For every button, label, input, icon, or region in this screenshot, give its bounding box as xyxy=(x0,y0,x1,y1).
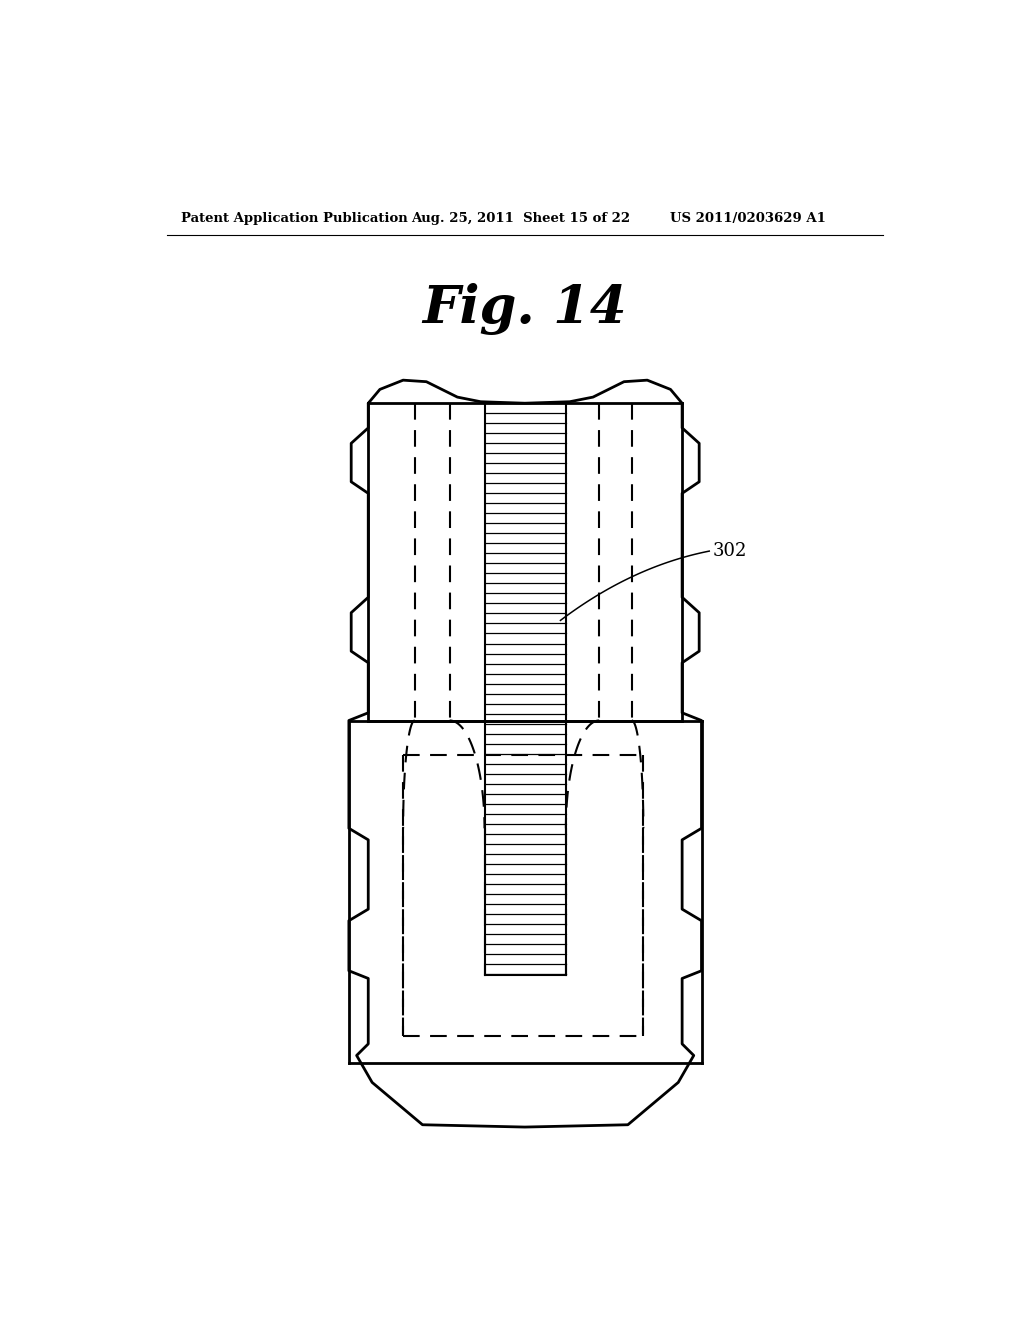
Text: Aug. 25, 2011  Sheet 15 of 22: Aug. 25, 2011 Sheet 15 of 22 xyxy=(411,213,630,224)
Text: US 2011/0203629 A1: US 2011/0203629 A1 xyxy=(671,213,826,224)
Text: Patent Application Publication: Patent Application Publication xyxy=(180,213,408,224)
Text: Fig. 14: Fig. 14 xyxy=(423,282,627,334)
Text: 302: 302 xyxy=(713,543,748,560)
